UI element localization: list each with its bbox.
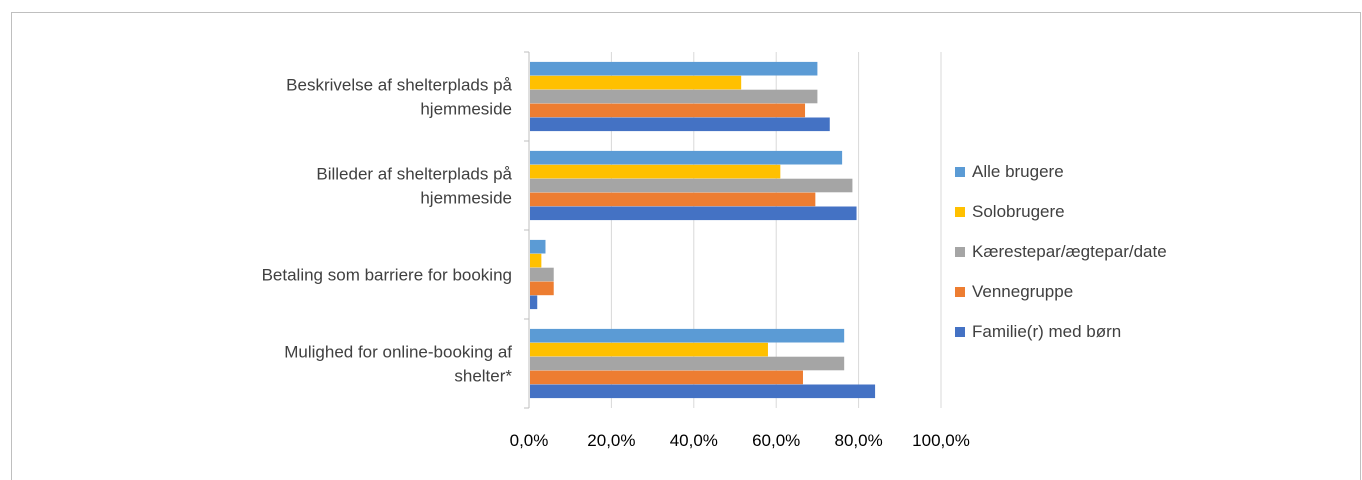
bar: [530, 267, 554, 282]
bar: [530, 239, 546, 254]
chart-frame: [11, 12, 1361, 480]
bar: [530, 370, 803, 385]
legend-label: Alle brugere: [972, 162, 1064, 181]
legend-swatch: [955, 247, 965, 257]
legend-label: Vennegruppe: [972, 282, 1073, 301]
category-labels: Beskrivelse af shelterplads på hjemmeside…: [262, 76, 513, 386]
legend-swatch: [955, 287, 965, 297]
bar: [530, 328, 845, 343]
bar: [530, 356, 845, 371]
bars: [530, 61, 876, 399]
category-label: Betaling som barriere for booking: [262, 266, 512, 285]
x-tick-label: 40,0%: [670, 431, 718, 450]
bar: [530, 342, 768, 357]
bar: [530, 253, 542, 268]
category-label: Billeder af shelterplads på: [316, 165, 512, 184]
legend-label: Solobrugere: [972, 202, 1065, 221]
bar: [530, 103, 806, 118]
legend-swatch: [955, 207, 965, 217]
bar: [530, 192, 816, 207]
x-tick-label: 60,0%: [752, 431, 800, 450]
legend-label: Kærestepar/ægtepar/date: [972, 242, 1167, 261]
x-tick-label: 80,0%: [834, 431, 882, 450]
axis: [524, 51, 530, 409]
category-label: Beskrivelse af shelterplads på: [286, 76, 512, 95]
bar: [530, 178, 853, 193]
bar: [530, 384, 876, 399]
bar: [530, 89, 818, 104]
bar: [530, 281, 554, 296]
bar: [530, 117, 830, 132]
legend-label: Familie(r) med børn: [972, 322, 1121, 341]
bar: [530, 150, 843, 165]
bar: [530, 206, 857, 221]
category-label: hjemmeside: [420, 189, 512, 208]
category-label: Mulighed for online-booking af: [284, 343, 512, 362]
bar: [530, 61, 818, 76]
x-tick-label: 20,0%: [587, 431, 635, 450]
category-label: shelter*: [454, 367, 512, 386]
bar: [530, 295, 538, 310]
bar: [530, 164, 781, 179]
legend: Alle brugere Solobrugere Kærestepar/ægtepa…: [955, 162, 1167, 341]
x-tick-label: 0,0%: [510, 431, 549, 450]
category-label: hjemmeside: [420, 100, 512, 119]
legend-swatch: [955, 167, 965, 177]
legend-swatch: [955, 327, 965, 337]
bar: [530, 75, 742, 90]
x-tick-label: 100,0%: [912, 431, 970, 450]
tick-labels: 0,0% 20,0% 40,0% 60,0% 80,0% 100,0%: [510, 431, 970, 450]
